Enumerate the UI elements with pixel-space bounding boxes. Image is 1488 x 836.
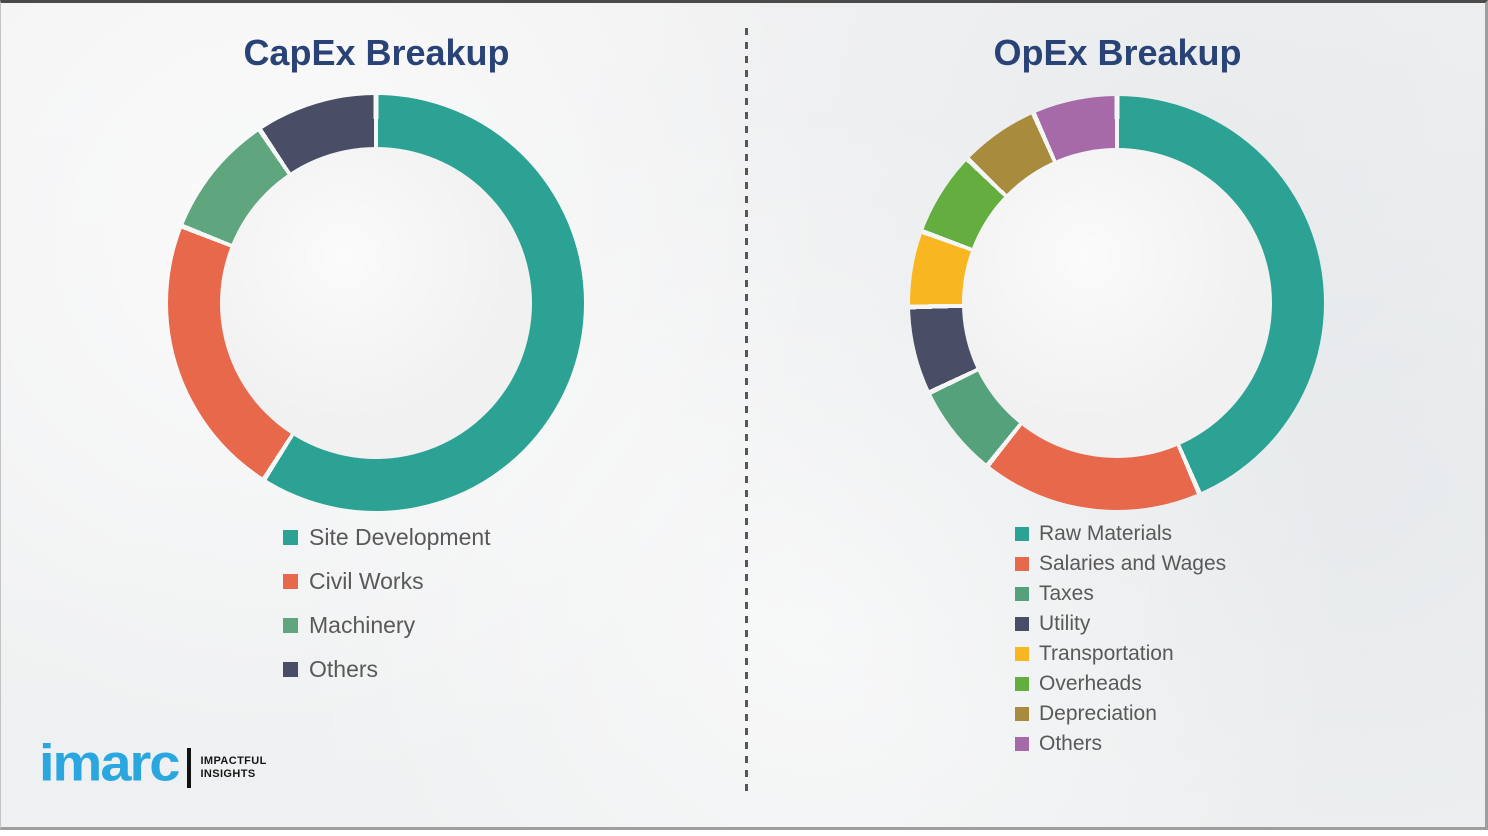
capex-donut-hole	[220, 147, 532, 459]
legend-label: Civil Works	[309, 567, 424, 594]
legend-item: Others	[1015, 729, 1226, 759]
legend-label: Others	[1039, 732, 1103, 755]
imarc-logo-wordmark: imarc	[39, 733, 180, 792]
legend-item: Raw Materials	[1015, 519, 1226, 549]
legend-label: Raw Materials	[1039, 522, 1173, 545]
opex-legend: Raw Materials Salaries and Wages Taxes Util…	[1015, 519, 1226, 759]
legend-label: Depreciation	[1039, 702, 1157, 725]
legend-swatch	[1015, 617, 1029, 631]
legend-label: Utility	[1039, 612, 1091, 635]
logo-tagline: IMPACTFUL INSIGHTS	[200, 755, 266, 781]
legend-item: Salaries and Wages	[1015, 549, 1226, 579]
logo-tagline-line1: IMPACTFUL	[200, 755, 267, 767]
legend-item: Overheads	[1015, 669, 1226, 699]
legend-label: Salaries and Wages	[1039, 552, 1227, 575]
legend-swatch	[1015, 527, 1029, 541]
legend-label: Overheads	[1039, 672, 1142, 695]
legend-swatch	[283, 529, 298, 545]
logo-divider-bar	[187, 748, 192, 788]
imarc-logo: imarc IMPACTFUL INSIGHTS	[39, 735, 267, 791]
legend-item: Utility	[1015, 609, 1226, 639]
legend-swatch	[1015, 737, 1029, 751]
legend-label: Machinery	[309, 611, 416, 638]
legend-label: Transportation	[1039, 642, 1174, 665]
legend-swatch	[283, 617, 298, 633]
opex-donut-chart	[910, 96, 1324, 510]
capex-chart-title: CapEx Breakup	[243, 32, 510, 73]
legend-label: Others	[309, 655, 379, 682]
legend-swatch	[1015, 557, 1029, 571]
legend-item: Site Development	[283, 515, 491, 559]
legend-item: Depreciation	[1015, 699, 1226, 729]
capex-legend: Site Development Civil Works Machinery Othe…	[283, 515, 491, 691]
opex-chart-title: OpEx Breakup	[993, 32, 1242, 73]
legend-label: Site Development	[309, 523, 491, 550]
legend-swatch	[1015, 647, 1029, 661]
legend-swatch	[283, 573, 298, 589]
legend-swatch	[1015, 587, 1029, 601]
capex-donut-chart	[168, 95, 584, 511]
legend-item: Others	[283, 647, 491, 691]
legend-item: Transportation	[1015, 639, 1226, 669]
opex-donut-hole	[962, 148, 1272, 458]
vertical-dashed-divider	[745, 28, 748, 792]
legend-item: Civil Works	[283, 559, 491, 603]
legend-swatch	[283, 661, 298, 677]
legend-label: Taxes	[1039, 582, 1094, 605]
legend-item: Taxes	[1015, 579, 1226, 609]
logo-tagline-line2: INSIGHTS	[200, 768, 256, 780]
legend-swatch	[1015, 707, 1029, 721]
legend-item: Machinery	[283, 603, 491, 647]
legend-swatch	[1015, 677, 1029, 691]
